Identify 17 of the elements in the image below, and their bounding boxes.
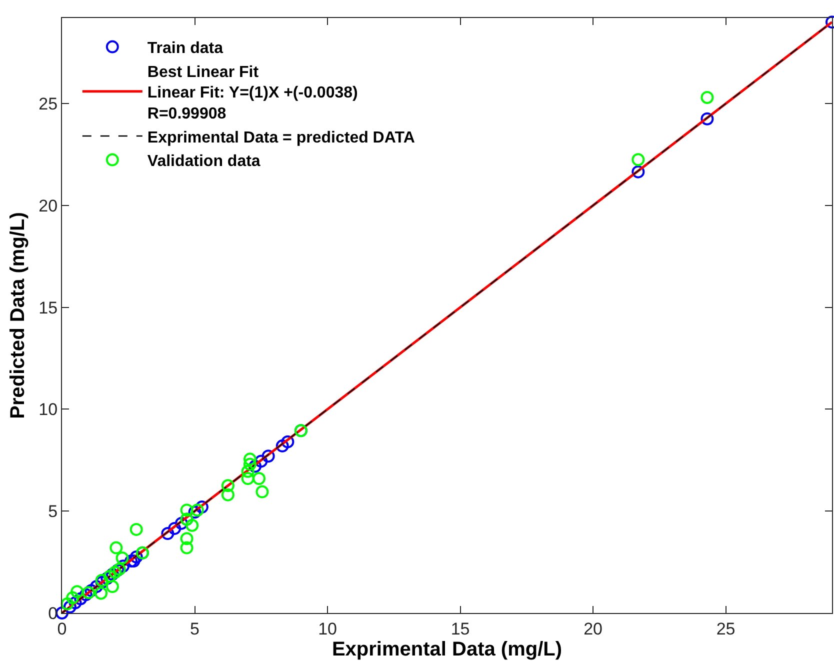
y-tick-label: 25: [38, 94, 58, 114]
y-tick-label: 5: [48, 502, 58, 522]
x-tick-label: 10: [318, 619, 337, 638]
x-tick-label: 25: [716, 619, 736, 638]
legend-label: Best Linear Fit Linear Fit: Y=(1)X +(-0.0038) R=0.99908: [147, 64, 358, 122]
x-tick-label: 20: [584, 619, 602, 638]
x-axis-title: Exprimental Data (mg/L): [332, 638, 562, 660]
legend-label: Exprimental Data = predicted DATA: [147, 129, 416, 146]
x-tick-label: 15: [450, 619, 470, 638]
y-tick-label: 10: [38, 400, 58, 420]
x-tick-label: 5: [190, 619, 200, 638]
y-tick-label: 0: [48, 604, 58, 623]
y-axis-title: Predicted Data (mg/L): [7, 212, 30, 419]
legend-label: Validation data: [147, 153, 260, 170]
y-tick-label: 15: [38, 298, 58, 318]
legend-label: Train data: [147, 40, 224, 58]
y-tick-label: 20: [38, 196, 58, 216]
